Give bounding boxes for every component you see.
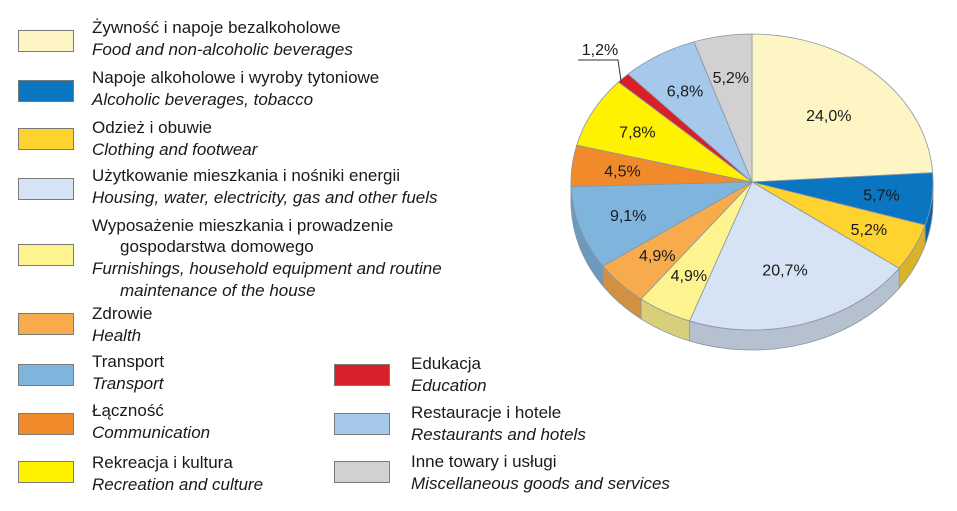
pie-slice xyxy=(570,181,753,267)
legend-label-en: Clothing and footwear xyxy=(92,140,258,159)
legend-label-en: Restaurants and hotels xyxy=(411,425,586,444)
slice-value-label: 24,0% xyxy=(806,108,851,125)
legend-swatch xyxy=(18,178,74,200)
legend-swatch xyxy=(18,313,74,335)
legend-swatch xyxy=(18,364,74,386)
slice-value-label: 7,8% xyxy=(619,124,655,141)
legend-swatch xyxy=(18,461,74,483)
legend-label-en: Health xyxy=(92,326,142,345)
slice-value-label: 4,9% xyxy=(671,268,707,285)
slice-value-label: 1,2% xyxy=(582,42,618,59)
slice-value-label: 5,2% xyxy=(713,70,749,87)
slice-value-label: 5,2% xyxy=(851,222,887,239)
slice-value-label: 9,1% xyxy=(610,208,646,225)
legend-label-pl: Inne towary i usługi xyxy=(411,452,557,471)
pie-labels: 24,0% 5,7% 5,2% 20,7% 4,9% 4,9% 9,1% 4,5% 7,8% 1,… xyxy=(578,42,900,285)
legend-label-pl: Zdrowie xyxy=(92,304,153,323)
legend-label-pl: Łączność xyxy=(92,401,164,420)
pie-slice xyxy=(751,33,934,183)
legend-swatch xyxy=(334,461,390,483)
slice-value-label: 5,7% xyxy=(863,187,899,204)
legend-label-en: Recreation and culture xyxy=(92,475,264,494)
slice-value-label: 4,9% xyxy=(639,248,675,265)
pie-chart: 24,0% 5,7% 5,2% 20,7% 4,9% 4,9% 9,1% 4,5% 7,8% 1,… xyxy=(570,33,934,351)
legend-label-en: Transport xyxy=(92,374,164,393)
legend-label-pl: Odzież i obuwie xyxy=(92,118,213,137)
legend-label-pl: Napoje alkoholowe i wyroby tytoniowe xyxy=(92,68,380,87)
slice-value-label: 20,7% xyxy=(762,263,807,280)
pie-slice xyxy=(689,181,900,331)
pie-slices xyxy=(570,33,934,331)
pie-slice xyxy=(693,33,753,183)
legend-swatch xyxy=(334,364,390,386)
legend-swatch xyxy=(334,413,390,435)
slice-value-label: 6,8% xyxy=(667,84,703,101)
legend-label-en: Alcoholic beverages, tobacco xyxy=(92,90,314,109)
legend-swatch xyxy=(18,80,74,102)
legend-label-en: Miscellaneous goods and services xyxy=(411,474,670,493)
legend-label-en: Education xyxy=(411,376,487,395)
legend-label-pl: Wyposażenie mieszkania i prowadzenie xyxy=(92,216,394,235)
legend-label-pl: Edukacja xyxy=(411,354,481,373)
legend-label-pl: Użytkowanie mieszkania i nośniki energii xyxy=(92,166,401,185)
legend-swatch xyxy=(18,244,74,266)
legend-label-en: Housing, water, electricity, gas and oth… xyxy=(92,188,438,207)
legend-label-pl-cont: gospodarstwa domowego xyxy=(120,237,314,256)
legend-label-en-cont: maintenance of the house xyxy=(120,281,316,300)
legend-label-pl: Rekreacja i kultura xyxy=(92,453,233,472)
legend-label-pl: Restauracje i hotele xyxy=(411,403,562,422)
slice-value-label: 4,5% xyxy=(604,163,640,180)
legend-swatch xyxy=(18,413,74,435)
legend-swatch xyxy=(18,128,74,150)
legend-swatch xyxy=(18,30,74,52)
legend-label-pl: Żywność i napoje bezalkoholowe xyxy=(92,18,341,37)
legend-label-en: Food and non-alcoholic beverages xyxy=(92,40,353,59)
chart-legend: Żywność i napoje bezalkoholowe Food and n… xyxy=(18,18,670,494)
legend-label-en: Furnishings, household equipment and rou… xyxy=(92,259,442,278)
legend-label-en: Communication xyxy=(92,423,211,442)
legend-label-pl: Transport xyxy=(92,352,165,371)
leader-line xyxy=(578,59,622,83)
